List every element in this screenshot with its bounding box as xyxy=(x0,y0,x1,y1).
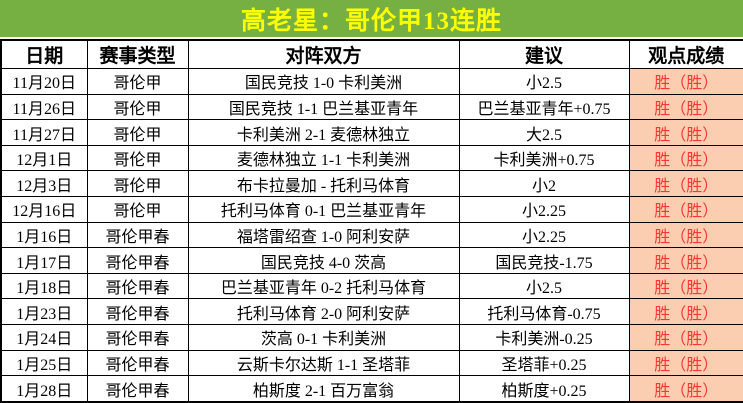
league-cell: 哥伦甲春 xyxy=(86,298,189,326)
table-row: 1月17日 哥伦甲春 国民竞技 4-0 茨高 国民竞技-1.75 胜（胜） xyxy=(0,247,743,274)
table-row: 1月24日 哥伦甲春 茨高 0-1 卡利美洲 卡利美洲-0.25 胜（胜） xyxy=(0,324,743,351)
match-cell: 麦德林独立 1-1 卡利美洲 xyxy=(187,144,460,172)
date-cell: 1月24日 xyxy=(0,324,88,351)
date-cell: 1月17日 xyxy=(0,247,88,274)
match-cell: 卡利美洲 2-1 麦德林独立 xyxy=(187,119,460,146)
result-cell: 胜（胜） xyxy=(628,196,743,223)
tip-cell: 小2.5 xyxy=(458,68,630,95)
page-title: 高老星：哥伦甲13连胜 xyxy=(240,7,502,35)
result-cell: 胜（胜） xyxy=(628,144,743,172)
match-cell: 布卡拉曼加 - 托利马体育 xyxy=(187,170,460,198)
date-cell: 1月23日 xyxy=(0,298,88,326)
result-cell: 胜（胜） xyxy=(628,375,743,403)
table-row: 11月20日 哥伦甲 国民竞技 1-0 卡利美洲 小2.5 胜（胜） xyxy=(0,68,743,95)
league-cell: 哥伦甲春 xyxy=(86,272,189,300)
league-cell: 哥伦甲春 xyxy=(86,247,189,274)
match-cell: 国民竞技 1-0 卡利美洲 xyxy=(187,68,460,95)
date-cell: 11月26日 xyxy=(0,93,88,121)
league-cell: 哥伦甲 xyxy=(86,170,189,198)
table-row: 11月26日 哥伦甲 国民竞技 1-1 巴兰基亚青年 巴兰基亚青年+0.75 胜… xyxy=(0,93,743,121)
date-cell: 11月27日 xyxy=(0,119,88,146)
table-row: 1月16日 哥伦甲春 福塔雷绍查 1-0 阿利安萨 小2.25 胜（胜） xyxy=(0,221,743,249)
tip-cell: 柏斯度+0.25 xyxy=(458,375,630,403)
tip-cell: 国民竞技-1.75 xyxy=(458,247,630,274)
match-cell: 巴兰基亚青年 0-2 托利马体育 xyxy=(187,272,460,300)
result-cell: 胜（胜） xyxy=(628,324,743,351)
match-cell: 托利马体育 0-1 巴兰基亚青年 xyxy=(187,196,460,223)
column-header-match: 对阵双方 xyxy=(187,39,460,69)
column-header-result: 观点成绩 xyxy=(628,39,743,69)
tip-cell: 卡利美洲+0.75 xyxy=(458,144,630,172)
tip-cell: 小2 xyxy=(458,170,630,198)
date-cell: 12月1日 xyxy=(0,144,88,172)
league-cell: 哥伦甲 xyxy=(86,93,189,121)
column-header-league: 赛事类型 xyxy=(86,39,189,69)
result-cell: 胜（胜） xyxy=(628,298,743,326)
tip-cell: 大2.5 xyxy=(458,119,630,146)
league-cell: 哥伦甲春 xyxy=(86,375,189,403)
tip-cell: 巴兰基亚青年+0.75 xyxy=(458,93,630,121)
league-cell: 哥伦甲 xyxy=(86,144,189,172)
result-cell: 胜（胜） xyxy=(628,247,743,274)
tip-cell: 小2.25 xyxy=(458,196,630,223)
date-cell: 1月18日 xyxy=(0,272,88,300)
table-row: 1月28日 哥伦甲春 柏斯度 2-1 百万富翁 柏斯度+0.25 胜（胜） xyxy=(0,375,743,403)
results-table: 日期 赛事类型 对阵双方 建议 观点成绩 11月20日 哥伦甲 国民竞技 1-0… xyxy=(0,39,743,403)
column-header-date: 日期 xyxy=(0,39,88,69)
result-cell: 胜（胜） xyxy=(628,170,743,198)
table-row: 1月23日 哥伦甲春 托利马体育 2-0 阿利安萨 托利马体育-0.75 胜（胜… xyxy=(0,298,743,326)
match-cell: 云斯卡尔达斯 1-1 圣塔菲 xyxy=(187,349,460,377)
league-cell: 哥伦甲春 xyxy=(86,221,189,249)
tip-cell: 小2.5 xyxy=(458,272,630,300)
result-cell: 胜（胜） xyxy=(628,93,743,121)
result-cell: 胜（胜） xyxy=(628,221,743,249)
date-cell: 12月16日 xyxy=(0,196,88,223)
league-cell: 哥伦甲 xyxy=(86,119,189,146)
league-cell: 哥伦甲 xyxy=(86,68,189,95)
league-cell: 哥伦甲 xyxy=(86,196,189,223)
column-header-tip: 建议 xyxy=(458,39,630,69)
table-row: 12月16日 哥伦甲 托利马体育 0-1 巴兰基亚青年 小2.25 胜（胜） xyxy=(0,196,743,223)
table-row: 12月3日 哥伦甲 布卡拉曼加 - 托利马体育 小2 胜（胜） xyxy=(0,170,743,198)
result-cell: 胜（胜） xyxy=(628,272,743,300)
date-cell: 1月16日 xyxy=(0,221,88,249)
tip-cell: 圣塔菲+0.25 xyxy=(458,349,630,377)
match-cell: 国民竞技 4-0 茨高 xyxy=(187,247,460,274)
league-cell: 哥伦甲春 xyxy=(86,324,189,351)
match-cell: 国民竞技 1-1 巴兰基亚青年 xyxy=(187,93,460,121)
result-cell: 胜（胜） xyxy=(628,68,743,95)
table-row: 12月1日 哥伦甲 麦德林独立 1-1 卡利美洲 卡利美洲+0.75 胜（胜） xyxy=(0,144,743,172)
match-cell: 托利马体育 2-0 阿利安萨 xyxy=(187,298,460,326)
match-cell: 茨高 0-1 卡利美洲 xyxy=(187,324,460,351)
table-row: 1月25日 哥伦甲春 云斯卡尔达斯 1-1 圣塔菲 圣塔菲+0.25 胜（胜） xyxy=(0,349,743,377)
tip-cell: 托利马体育-0.75 xyxy=(458,298,630,326)
date-cell: 11月20日 xyxy=(0,68,88,95)
title-banner: 高老星：哥伦甲13连胜 xyxy=(0,0,743,37)
match-cell: 柏斯度 2-1 百万富翁 xyxy=(187,375,460,403)
result-cell: 胜（胜） xyxy=(628,349,743,377)
table-row: 11月27日 哥伦甲 卡利美洲 2-1 麦德林独立 大2.5 胜（胜） xyxy=(0,119,743,146)
date-cell: 1月28日 xyxy=(0,375,88,403)
date-cell: 12月3日 xyxy=(0,170,88,198)
tip-cell: 卡利美洲-0.25 xyxy=(458,324,630,351)
date-cell: 1月25日 xyxy=(0,349,88,377)
header-row: 日期 赛事类型 对阵双方 建议 观点成绩 xyxy=(0,39,743,69)
table-row: 1月18日 哥伦甲春 巴兰基亚青年 0-2 托利马体育 小2.5 胜（胜） xyxy=(0,272,743,300)
league-cell: 哥伦甲春 xyxy=(86,349,189,377)
tip-cell: 小2.25 xyxy=(458,221,630,249)
match-cell: 福塔雷绍查 1-0 阿利安萨 xyxy=(187,221,460,249)
result-cell: 胜（胜） xyxy=(628,119,743,146)
